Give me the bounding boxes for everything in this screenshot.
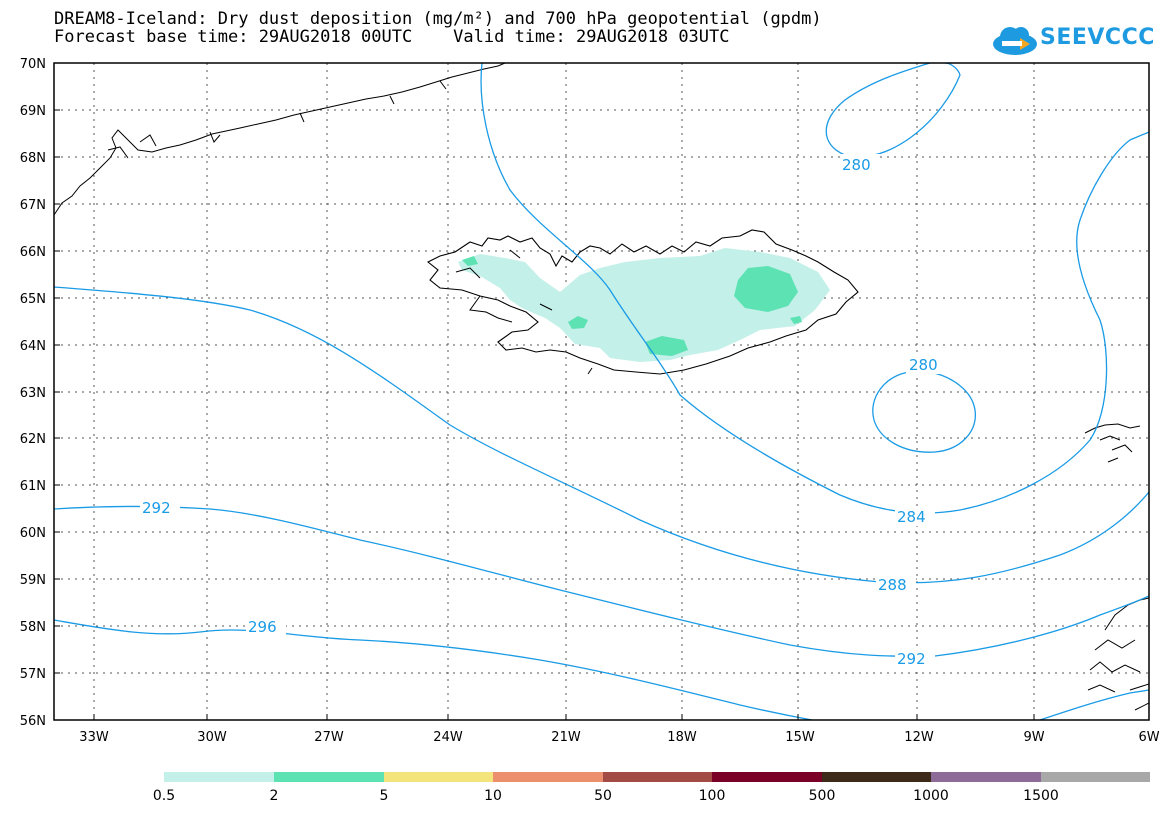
iceland-coast (426, 229, 859, 375)
legend-label: 10 (484, 788, 502, 804)
contour-label: 280 (842, 156, 871, 174)
legend-colorbar (164, 772, 1150, 782)
greenland-coast (54, 63, 506, 216)
contour-label: 288 (878, 576, 907, 594)
lat-label: 63N (20, 386, 46, 401)
contour-label: 296 (248, 618, 277, 636)
latitude-axis (54, 62, 60, 721)
lat-label: 60N (20, 526, 46, 541)
lon-label: 21W (551, 730, 581, 745)
map-title: DREAM8-Iceland: Dry dust deposition (mg/… (54, 9, 822, 29)
lat-label: 64N (20, 339, 46, 354)
contour-label: 280 (909, 356, 938, 374)
contour-label: 284 (897, 508, 926, 526)
geopotential-contours (54, 63, 1149, 720)
legend-label: 100 (699, 788, 726, 804)
legend-label: 50 (594, 788, 612, 804)
scotland-coast (1087, 597, 1149, 711)
grid (54, 63, 1149, 720)
logo-text: SEEVCCC (1040, 25, 1155, 50)
legend-label: 500 (809, 788, 836, 804)
contour-label: 292 (142, 499, 171, 517)
contour-label: 292 (897, 650, 926, 668)
legend-swatch (712, 772, 822, 782)
legend-swatch (822, 772, 931, 782)
lon-label: 15W (785, 730, 815, 745)
lon-label: 18W (667, 730, 697, 745)
lat-label: 70N (20, 57, 46, 72)
lon-label: 9W (1023, 730, 1044, 745)
legend-swatch (274, 772, 384, 782)
lat-label: 67N (20, 198, 46, 213)
legend-label: 1500 (1023, 788, 1059, 804)
lat-label: 59N (20, 573, 46, 588)
legend-label: 1000 (913, 788, 949, 804)
lon-label: 27W (314, 730, 344, 745)
dust-deposition-shading (458, 248, 830, 362)
lat-label: 62N (20, 432, 46, 447)
lat-label: 56N (20, 714, 46, 729)
forecast-times: Forecast base time: 29AUG2018 00UTC Vali… (54, 27, 730, 47)
lon-label: 24W (433, 730, 463, 745)
lon-label: 30W (197, 730, 227, 745)
lat-label: 61N (20, 479, 46, 494)
lon-label: 12W (904, 730, 934, 745)
legend-label: 5 (380, 788, 389, 804)
lon-label: 6W (1138, 730, 1159, 745)
lat-label: 65N (20, 292, 46, 307)
seevccc-logo: SEEVCCC (990, 20, 1160, 60)
legend-swatch (603, 772, 712, 782)
legend-swatch (931, 772, 1041, 782)
lat-label: 66N (20, 245, 46, 260)
longitude-axis (93, 714, 1035, 720)
lat-label: 57N (20, 667, 46, 682)
legend-swatch (1041, 772, 1150, 782)
legend-label: 2 (270, 788, 279, 804)
lon-label: 33W (79, 730, 109, 745)
cloud-arrow-icon (993, 27, 1037, 55)
lat-label: 68N (20, 151, 46, 166)
legend-swatch (164, 772, 274, 782)
lat-label: 58N (20, 620, 46, 635)
legend-swatch (384, 772, 493, 782)
legend-swatch (493, 772, 603, 782)
faroe-coast (1084, 423, 1141, 463)
legend-label: 0.5 (153, 788, 175, 804)
lat-label: 69N (20, 104, 46, 119)
